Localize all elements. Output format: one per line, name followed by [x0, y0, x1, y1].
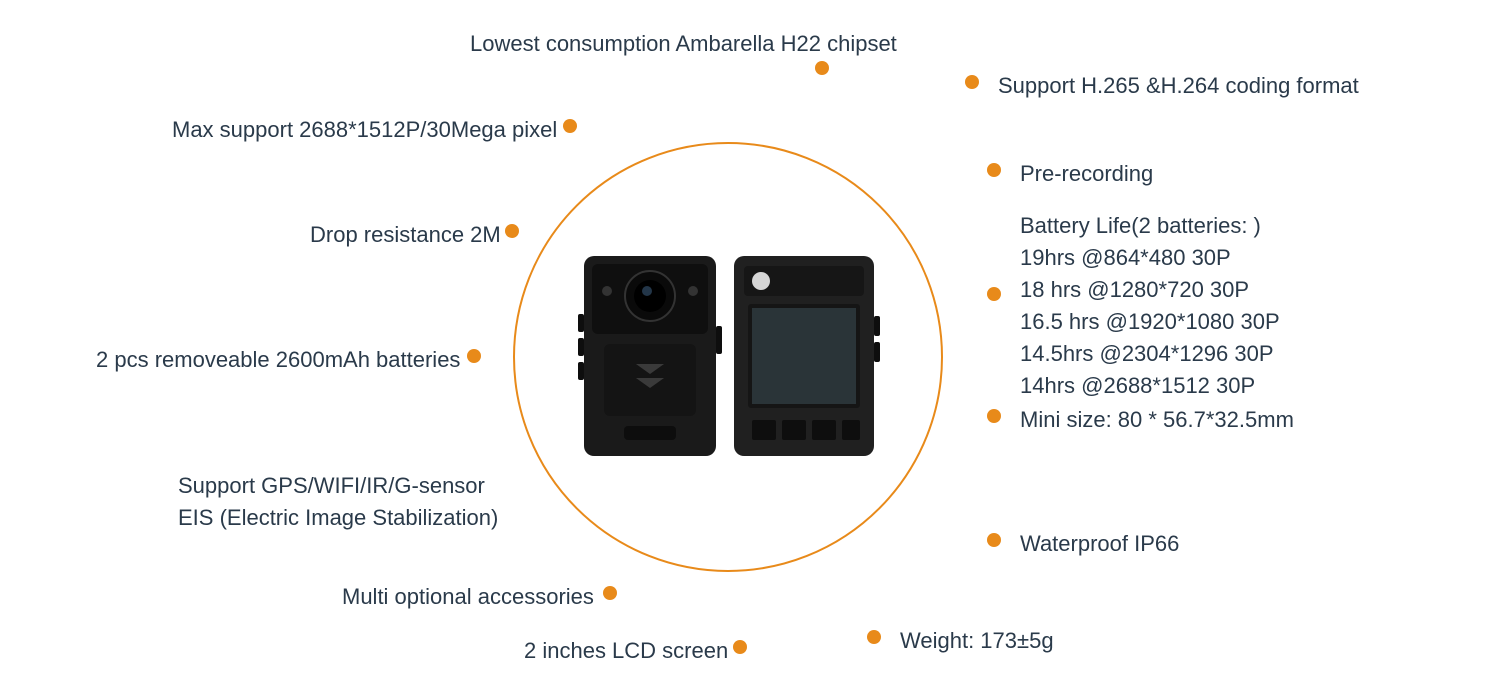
bullet-dot: [987, 533, 1001, 547]
feature-label: Battery Life(2 batteries: ) 19hrs @864*4…: [1020, 210, 1280, 402]
feature-label: Pre-recording: [1020, 158, 1153, 190]
bullet-dot: [987, 163, 1001, 177]
feature-label: Mini size: 80 * 56.7*32.5mm: [1020, 404, 1294, 436]
feature-label: Support H.265 &H.264 coding format: [998, 70, 1359, 102]
feature-label: 2 pcs removeable 2600mAh batteries: [96, 344, 460, 376]
feature-label: Waterproof IP66: [1020, 528, 1179, 560]
camera-back: [734, 256, 874, 456]
feature-label: Lowest consumption Ambarella H22 chipset: [470, 28, 897, 60]
bullet-dot: [505, 224, 519, 238]
bullet-dot: [563, 119, 577, 133]
camera-front: [584, 256, 716, 456]
bullet-dot: [965, 75, 979, 89]
feature-label: Drop resistance 2M: [310, 219, 498, 251]
bullet-dot: [603, 586, 617, 600]
feature-label: Weight: 173±5g: [900, 625, 1054, 657]
bullet-dot: [867, 630, 881, 644]
bullet-dot: [467, 349, 481, 363]
feature-label: 2 inches LCD screen: [524, 635, 726, 667]
bullet-dot: [733, 640, 747, 654]
bullet-dot: [815, 61, 829, 75]
feature-label: Max support 2688*1512P/30Mega pixel: [172, 114, 556, 146]
bullet-dot: [987, 287, 1001, 301]
feature-label: Support GPS/WIFI/IR/G-sensor EIS (Electr…: [178, 470, 558, 534]
feature-label: Multi optional accessories: [342, 581, 596, 613]
bullet-dot: [987, 409, 1001, 423]
